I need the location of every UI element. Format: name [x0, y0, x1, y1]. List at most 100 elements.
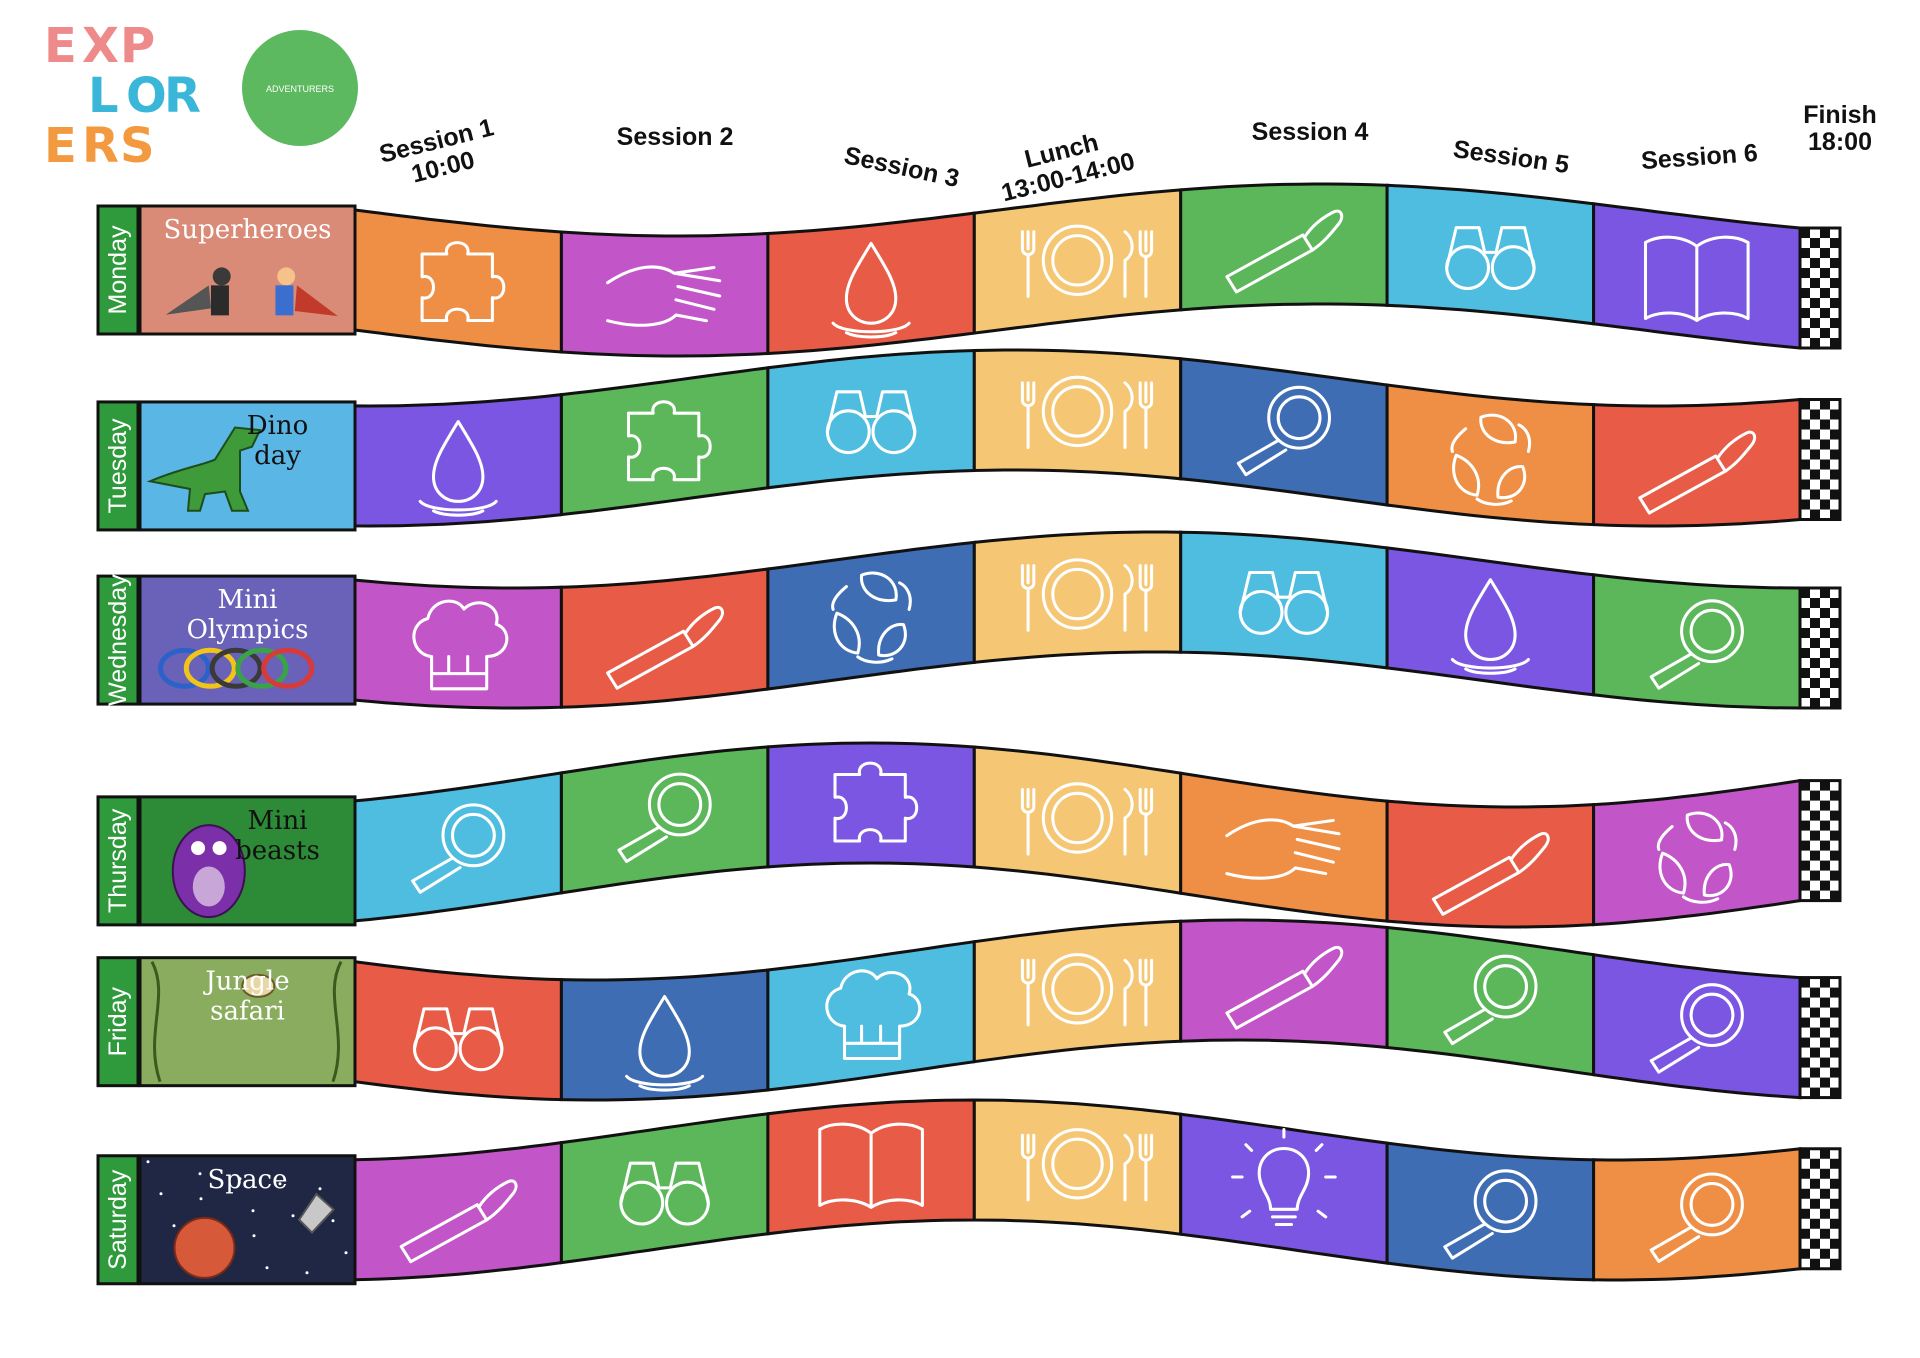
plate-cutlery-icon	[1020, 375, 1154, 450]
logo-letter: L	[88, 68, 123, 124]
puzzle-icon	[420, 241, 506, 323]
day-tab	[96, 204, 140, 336]
tile-background	[1385, 799, 1596, 929]
session-tile	[1179, 771, 1389, 923]
plate-cutlery-icon	[1020, 782, 1154, 856]
session-tile	[972, 1098, 1183, 1236]
binoculars-icon	[1445, 226, 1536, 291]
magnifier-icon	[411, 803, 506, 894]
tile-background	[1592, 397, 1802, 528]
session-tile	[972, 530, 1183, 665]
logo-letter: S	[120, 118, 159, 174]
day-tab	[96, 574, 140, 706]
session-tile	[1385, 383, 1596, 527]
session-tile	[353, 208, 563, 354]
session-tile	[1385, 1141, 1596, 1282]
tile-background	[353, 959, 563, 1102]
session-headers: Session 110:00 Session 2 Session 3 Lunch13:…	[377, 101, 1877, 207]
book-icon	[1643, 235, 1750, 322]
star-icon	[199, 1197, 203, 1201]
session-tile	[1592, 778, 1802, 927]
theme-title: Jungle	[202, 967, 289, 997]
tile-background	[559, 968, 770, 1102]
session-tile	[559, 366, 770, 517]
magnifier-icon	[617, 772, 712, 864]
theme-title: Space	[208, 1165, 288, 1195]
day-label: Thursday	[104, 808, 132, 913]
finish-flag-icon	[1798, 976, 1842, 1100]
water-drop-icon	[625, 994, 705, 1092]
olympic-ring-icon	[183, 647, 237, 689]
tile-background	[766, 540, 976, 691]
day-row-monday: Monday Superheroes	[96, 182, 1842, 358]
session-tile	[766, 211, 976, 356]
tile-background	[1179, 771, 1389, 923]
session-tile	[972, 745, 1183, 895]
session-header: Session 6	[1640, 139, 1758, 175]
theme-title: Mini	[248, 806, 308, 836]
session-tile	[353, 959, 563, 1102]
lightbulb-icon	[1231, 1127, 1337, 1227]
day-label: Monday	[104, 225, 132, 314]
session-tile	[1179, 918, 1389, 1050]
puzzle-icon	[626, 400, 712, 482]
theme-title: Olympics	[187, 615, 309, 645]
adventurers-badge	[242, 30, 358, 146]
paintbrush-icon	[1431, 832, 1550, 916]
monster-belly	[192, 866, 225, 907]
logo-letter: E	[44, 18, 81, 74]
vine-icon	[150, 960, 162, 1083]
vine-icon	[331, 960, 343, 1083]
tile-background	[1592, 952, 1802, 1100]
session-header-line: Session 3	[842, 141, 962, 193]
finish-flag-icon	[1798, 226, 1842, 350]
tile-background	[766, 348, 976, 490]
theme-title: beasts	[235, 836, 320, 866]
day-tab	[96, 956, 140, 1088]
tile-background	[1179, 918, 1389, 1050]
paintbrush-icon	[1225, 209, 1344, 294]
session-tile	[766, 939, 976, 1092]
day-tab	[96, 400, 140, 532]
session-tile	[353, 771, 563, 923]
book-icon	[818, 1122, 924, 1209]
tile-background	[766, 741, 976, 869]
chef-hat-icon	[825, 969, 922, 1061]
puzzle-icon	[833, 761, 919, 843]
theme-title: Superheroes	[164, 215, 332, 245]
star-icon	[278, 1182, 282, 1186]
tile-background	[353, 771, 563, 923]
tile-background	[972, 1098, 1183, 1236]
tile-background	[972, 745, 1183, 895]
tile-background	[559, 567, 770, 709]
theme-title: day	[254, 441, 301, 471]
session-header: Session 3	[842, 141, 962, 193]
session-header: Session 4	[1252, 118, 1369, 146]
logo-letter: R	[82, 118, 123, 174]
cape-icon	[165, 285, 211, 315]
hero-body	[210, 285, 229, 316]
hand-icon	[1225, 818, 1341, 880]
session-tile	[353, 1140, 563, 1282]
logo-letter: R	[164, 68, 205, 124]
rocket-icon	[297, 1192, 335, 1234]
session-tile	[1592, 573, 1802, 710]
session-header-line: Finish	[1803, 101, 1877, 129]
session-tile	[559, 230, 770, 358]
session-tile	[1592, 1147, 1802, 1282]
paintbrush-icon	[1638, 430, 1757, 515]
monster-eye	[212, 841, 227, 856]
session-header-line: Session 2	[617, 123, 734, 151]
session-header-line: Session 5	[1451, 135, 1571, 179]
star-icon	[251, 1209, 255, 1213]
star-icon	[159, 1192, 163, 1196]
session-tile	[766, 540, 976, 691]
olympic-ring-icon	[209, 647, 263, 689]
